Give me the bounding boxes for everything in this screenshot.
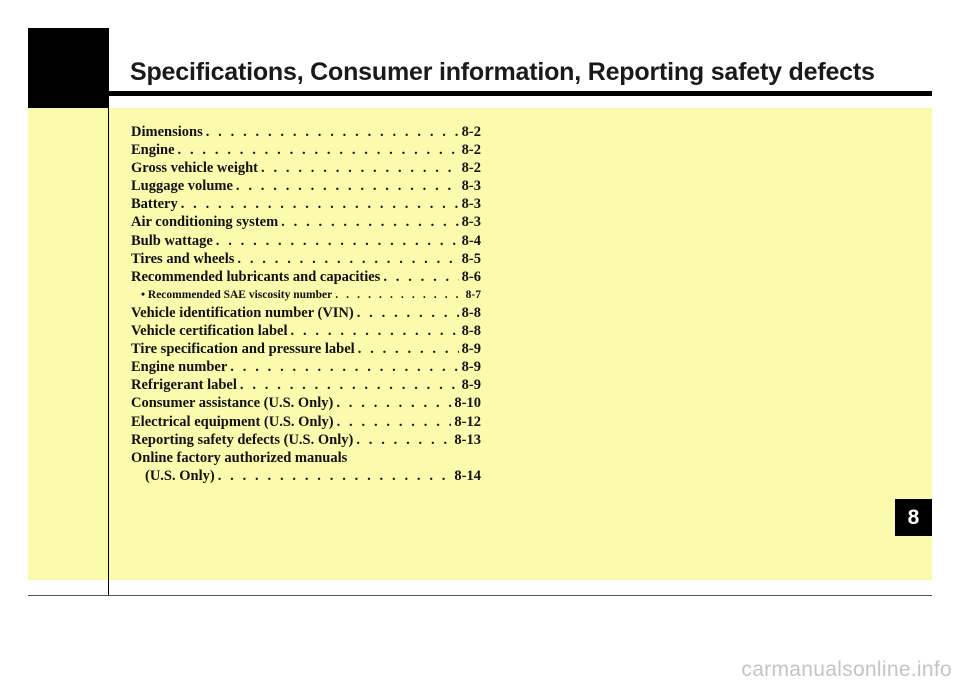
- toc-page: 8-3: [461, 196, 481, 213]
- leader-dots: [240, 376, 459, 394]
- title-underline: [108, 91, 932, 96]
- toc-entry-engine-number[interactable]: Engine number 8-9: [131, 358, 481, 376]
- toc-label: (U.S. Only): [145, 467, 215, 484]
- toc-label: Recommended lubricants and capacities: [131, 268, 381, 285]
- leader-dots: [383, 268, 458, 286]
- toc-entry-air-conditioning[interactable]: Air conditioning system 8-3: [131, 213, 481, 231]
- leader-dots: [237, 250, 458, 268]
- toc-label: Gross vehicle weight: [131, 160, 258, 177]
- toc-label: Luggage volume: [131, 178, 233, 195]
- toc-entry-tire-pressure-label[interactable]: Tire specification and pressure label 8-…: [131, 340, 481, 358]
- leader-dots: [357, 304, 459, 322]
- toc-page: 8-8: [461, 304, 481, 321]
- toc-page: 8-3: [461, 214, 481, 231]
- toc-entry-tires-and-wheels[interactable]: Tires and wheels 8-5: [131, 250, 481, 268]
- toc-page: 8-10: [454, 395, 481, 412]
- leader-dots: [230, 358, 458, 376]
- toc-label: Tires and wheels: [131, 250, 235, 267]
- chapter-number-badge: 8: [895, 499, 932, 536]
- toc-label: Engine number: [131, 359, 228, 376]
- toc-label: Reporting safety defects (U.S. Only): [131, 431, 354, 448]
- toc-page: 8-3: [461, 178, 481, 195]
- toc-page: 8-4: [461, 232, 481, 249]
- toc-entry-battery[interactable]: Battery 8-3: [131, 195, 481, 213]
- toc-entry-reporting-safety-defects[interactable]: Reporting safety defects (U.S. Only) 8-1…: [131, 431, 481, 449]
- page-title: Specifications, Consumer information, Re…: [130, 58, 875, 86]
- toc-page: 8-12: [454, 413, 481, 430]
- leader-dots: [281, 213, 458, 231]
- toc-entry-online-manuals[interactable]: Online factory authorized manuals: [131, 449, 348, 466]
- toc-entry-bulb-wattage[interactable]: Bulb wattage 8-4: [131, 232, 481, 250]
- toc-page: 8-2: [461, 124, 481, 140]
- leader-dots: [178, 141, 459, 159]
- leader-dots: [206, 123, 459, 141]
- chapter-tab-block: [28, 28, 108, 108]
- footer-rule: [28, 595, 932, 596]
- leader-dots: [291, 322, 459, 340]
- toc-label: Air conditioning system: [131, 214, 279, 231]
- toc-page: 8-9: [461, 377, 481, 394]
- toc-page: 8-14: [454, 467, 481, 484]
- leader-dots: [358, 340, 459, 358]
- toc-label: Battery: [131, 196, 178, 213]
- toc-label: Refrigerant label: [131, 377, 237, 394]
- toc-page: 8-2: [461, 160, 481, 177]
- toc-entry-vin[interactable]: Vehicle identification number (VIN) 8-8: [131, 304, 481, 322]
- toc-entry-gross-vehicle-weight[interactable]: Gross vehicle weight 8-2: [131, 159, 481, 177]
- toc-label: Bulb wattage: [131, 232, 213, 249]
- toc-label: Consumer assistance (U.S. Only): [131, 395, 334, 412]
- toc-entry-online-manuals-cont[interactable]: (U.S. Only) 8-14: [131, 467, 481, 485]
- leader-dots: [336, 394, 451, 412]
- toc-label: Tire specification and pressure label: [131, 341, 355, 358]
- watermark-text: carmanualsonline.info: [741, 658, 952, 681]
- toc-label: Engine: [131, 142, 175, 159]
- leader-dots: [181, 195, 459, 213]
- leader-dots: [261, 159, 459, 177]
- leader-dots: [356, 431, 451, 449]
- toc-entry-luggage-volume[interactable]: Luggage volume 8-3: [131, 177, 481, 195]
- leader-dots: [335, 286, 462, 304]
- toc-label: Electrical equipment (U.S. Only): [131, 413, 334, 430]
- toc-label: Vehicle identification number (VIN): [131, 304, 354, 321]
- toc-page: 8-6: [461, 268, 481, 285]
- toc-label: • Recommended SAE viscosity number: [141, 288, 333, 301]
- leader-dots: [218, 467, 452, 485]
- toc-page: 8-13: [454, 431, 481, 448]
- toc-subentry-sae-viscosity[interactable]: • Recommended SAE viscosity number 8-7: [131, 286, 481, 304]
- leader-dots: [337, 413, 452, 431]
- toc-entry-electrical-equipment[interactable]: Electrical equipment (U.S. Only) 8-12: [131, 413, 481, 431]
- toc-entry-dimensions[interactable]: Dimensions 8-2: [131, 123, 481, 141]
- toc-entry-engine[interactable]: Engine 8-2: [131, 141, 481, 159]
- toc-label: Vehicle certification label: [131, 323, 288, 340]
- toc-entry-consumer-assistance[interactable]: Consumer assistance (U.S. Only) 8-10: [131, 394, 481, 412]
- toc-label: Dimensions: [131, 124, 203, 140]
- leader-dots: [216, 232, 459, 250]
- toc-page: 8-7: [465, 288, 481, 301]
- toc-page: 8-9: [461, 359, 481, 376]
- toc-entry-refrigerant-label[interactable]: Refrigerant label 8-9: [131, 376, 481, 394]
- content-panel: [28, 108, 932, 580]
- leader-dots: [236, 177, 459, 195]
- toc-page: 8-5: [461, 250, 481, 267]
- toc-entry-certification-label[interactable]: Vehicle certification label 8-8: [131, 322, 481, 340]
- toc-entry-lubricants[interactable]: Recommended lubricants and capacities 8-…: [131, 268, 481, 286]
- table-of-contents: Dimensions 8-2 Engine 8-2 Gross vehicle …: [131, 123, 481, 485]
- margin-rule: [108, 28, 109, 596]
- toc-page: 8-9: [461, 341, 481, 358]
- toc-page: 8-2: [461, 142, 481, 159]
- toc-page: 8-8: [461, 323, 481, 340]
